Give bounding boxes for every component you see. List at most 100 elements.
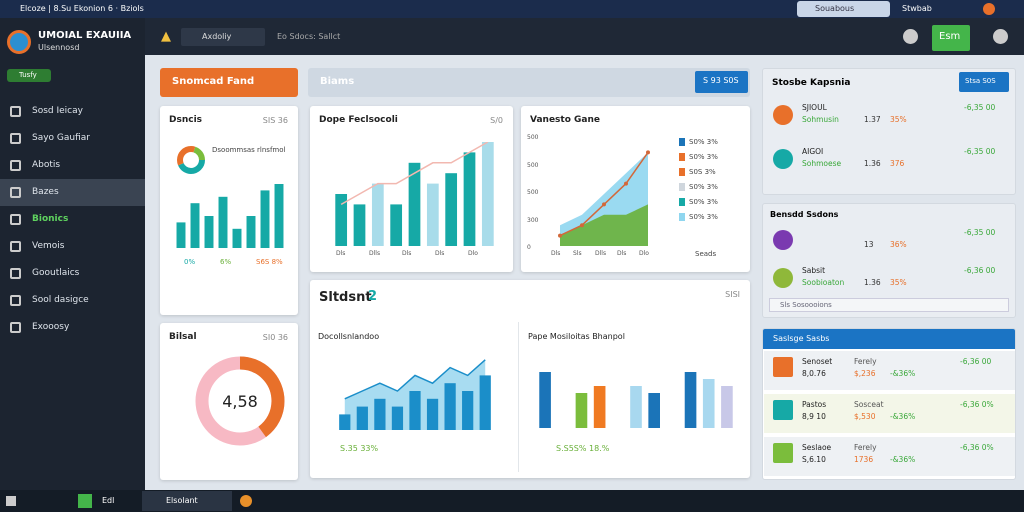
bar bbox=[246, 216, 256, 248]
item-name: Pastos bbox=[802, 400, 827, 409]
card-meta: SIS 36 bbox=[262, 116, 288, 125]
list-item[interactable]: Senoset 8,0.76 Ferely $,236 -&36% -6,36 00 bbox=[764, 351, 1015, 390]
card-title: Dsncis bbox=[169, 115, 203, 125]
icon[interactable] bbox=[993, 29, 1008, 44]
app-icon[interactable] bbox=[78, 494, 92, 508]
title-bar: Elcoze | 8.Su Ekonion 6 · Bziols Souabou… bbox=[0, 0, 1024, 18]
card-title: Vanesto Gane bbox=[530, 115, 601, 125]
item-value: 1736 bbox=[854, 455, 874, 464]
x-labels: Dls Sls Dlls Dls Dlo bbox=[549, 250, 659, 260]
bar bbox=[462, 391, 474, 430]
donut-center: 4,58 bbox=[222, 392, 258, 411]
bar bbox=[630, 386, 642, 428]
list-item[interactable]: SJIOUL Sohmusin 1.37 35% -6,35 00 bbox=[764, 99, 1016, 139]
menu-item[interactable]: Gooutlaics bbox=[0, 260, 145, 287]
point bbox=[580, 223, 584, 228]
item-sub: S,6.10 bbox=[802, 455, 826, 464]
menu-item[interactable]: Exooosy bbox=[0, 314, 145, 341]
menu-item[interactable]: Sayo Gaufiar bbox=[0, 125, 145, 152]
menu-icon bbox=[10, 160, 21, 171]
axis-label: 500 bbox=[527, 134, 539, 141]
panel-search[interactable]: Sls Sosoooions bbox=[769, 298, 1009, 312]
area-chart bbox=[558, 150, 650, 246]
item-pct: 35% bbox=[890, 115, 907, 124]
bar bbox=[371, 183, 384, 246]
app-tab[interactable]: Elsolant bbox=[142, 491, 232, 511]
card-title: Dope Feclsocoli bbox=[319, 115, 398, 125]
legend-item: S0% 3% bbox=[679, 138, 718, 146]
user[interactable]: Stwbab bbox=[902, 4, 932, 13]
field[interactable]: Axdoliy bbox=[181, 28, 265, 46]
item-value: $,236 bbox=[854, 369, 876, 378]
menu-icon bbox=[10, 322, 21, 333]
toolbar-icon: ▲ bbox=[161, 29, 171, 44]
list-item[interactable]: Seslaoe S,6.10 Ferely 1736 -&36% -6,36 0% bbox=[764, 437, 1015, 476]
section-title: Biams bbox=[320, 76, 355, 87]
item-change: -6,35 00 bbox=[964, 103, 996, 112]
card-title: Bilsal bbox=[169, 332, 197, 342]
sidebar: UMOIAL EXAUIIA Ulsennosd Tusfy Sosd Ieic… bbox=[0, 18, 145, 490]
item-pct: 35% bbox=[890, 278, 907, 287]
menu-item[interactable]: Bazes bbox=[0, 179, 145, 206]
item-label: Sosceat bbox=[854, 400, 884, 409]
bar bbox=[339, 414, 351, 430]
section-action[interactable]: S 93 S0S bbox=[695, 71, 748, 93]
list-item[interactable]: 13 36% -6,35 00 bbox=[764, 224, 1016, 258]
bar bbox=[353, 204, 366, 246]
combo-chart bbox=[335, 142, 494, 246]
badge[interactable]: Tusfy bbox=[7, 69, 51, 82]
icon[interactable] bbox=[903, 29, 918, 44]
bar-chart bbox=[539, 372, 733, 428]
card: Vanesto Gane 500 500 500 300 0 Dls Sls Dlls Dls… bbox=[521, 106, 750, 272]
app-icon[interactable] bbox=[240, 495, 252, 507]
panel: Bensdd Ssdons Sls Sosoooions 13 36% -6,35 … bbox=[762, 203, 1016, 318]
axis-label: Dlo bbox=[468, 250, 478, 257]
item-pct: -&36% bbox=[890, 412, 916, 421]
menu: Sosd Ieicay Sayo Gaufiar Abotis Bazes Bionic… bbox=[0, 98, 145, 341]
panel-action[interactable]: Stsa S0S bbox=[959, 72, 1009, 92]
header-button[interactable]: Snomcad Fand bbox=[160, 68, 298, 97]
bar bbox=[274, 184, 284, 248]
menu-item[interactable]: Sosd Ieicay bbox=[0, 98, 145, 125]
menu-item[interactable]: Sool dasigce bbox=[0, 287, 145, 314]
bar bbox=[444, 383, 456, 430]
menu-item[interactable]: Vemois bbox=[0, 233, 145, 260]
item-pct: 376 bbox=[890, 159, 905, 168]
axis-label: Dls bbox=[551, 250, 561, 257]
bar bbox=[481, 142, 494, 246]
card-title: Sltdsnt bbox=[319, 290, 372, 305]
bar bbox=[539, 372, 551, 428]
list-item[interactable]: Pastos 8,9 10 Sosceat $,530 -&36% -6,36 0% bbox=[764, 394, 1015, 433]
panel-title: Stosbe Kapsnia bbox=[772, 78, 851, 88]
axis-label: Dls bbox=[336, 250, 346, 257]
list-item[interactable]: Sabsit Soobioaton 1.36 35% -6,36 00 bbox=[764, 262, 1016, 296]
bar bbox=[204, 216, 214, 248]
card-badge: 2 bbox=[368, 289, 378, 304]
axis-label: Dls bbox=[617, 250, 627, 257]
item-pct: -&36% bbox=[890, 369, 916, 378]
menu-icon bbox=[10, 106, 21, 117]
app[interactable]: Edl bbox=[102, 496, 115, 505]
primary-button[interactable]: Esm bbox=[932, 25, 970, 51]
card: Dope Feclsocoli S/0 Dls Dlls Dls Dls Dlo bbox=[310, 106, 513, 272]
item-icon bbox=[773, 400, 793, 420]
legend-item: S0% 3% bbox=[679, 153, 718, 161]
search[interactable]: Souabous bbox=[797, 1, 890, 17]
bar bbox=[648, 393, 660, 428]
window-title: Elcoze | 8.Su Ekonion 6 · Bziols bbox=[20, 4, 144, 13]
item-change: -6,36 0% bbox=[960, 443, 994, 452]
menu-item[interactable]: Abotis bbox=[0, 152, 145, 179]
bar bbox=[374, 398, 386, 430]
legend-item: 6% bbox=[220, 258, 232, 266]
panel-title: Saslsge Sasbs bbox=[763, 329, 1015, 349]
menu-item[interactable]: Bionics bbox=[0, 206, 145, 233]
start[interactable] bbox=[6, 496, 16, 506]
list-item[interactable]: AIGOI Sohmoese 1.36 376 -6,35 00 bbox=[764, 143, 1016, 183]
menu-icon bbox=[10, 295, 21, 306]
item-icon bbox=[773, 105, 793, 125]
item-value: 13 bbox=[864, 240, 874, 249]
logo bbox=[7, 30, 31, 54]
app: Elsolant bbox=[166, 496, 198, 505]
avatar[interactable] bbox=[983, 3, 995, 15]
